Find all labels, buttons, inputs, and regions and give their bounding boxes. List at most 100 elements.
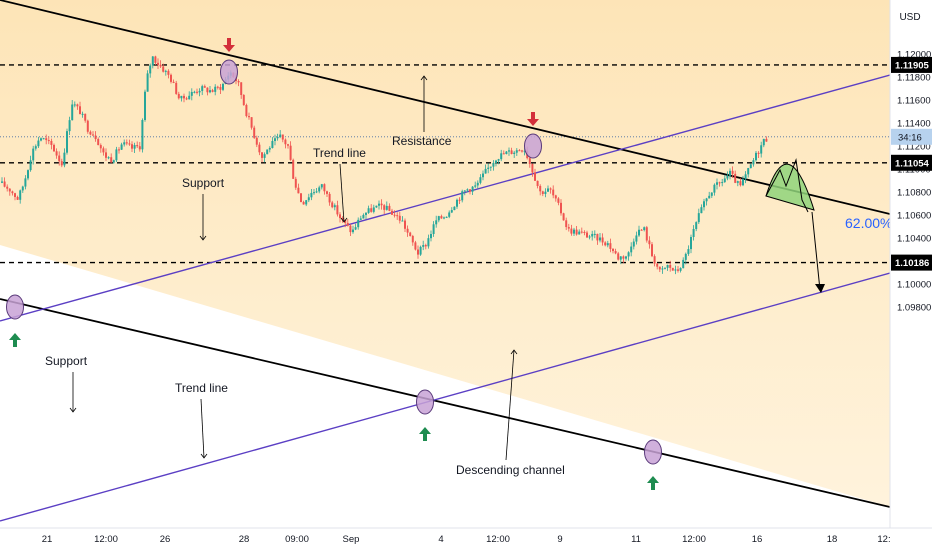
candle-body (648, 240, 651, 245)
candle-body (567, 227, 570, 229)
candle-body (274, 138, 276, 141)
candle-body (253, 127, 256, 138)
candle-body (19, 190, 22, 200)
candle-body (729, 170, 731, 176)
candle-body (632, 241, 635, 247)
candle-body (346, 222, 349, 226)
candle-body (245, 105, 248, 117)
candle-body (222, 83, 224, 90)
candle-body (34, 146, 37, 149)
pivot-marker (416, 389, 434, 415)
candle-body (713, 184, 716, 193)
price-badges: 1.11905 1.11054 1.10186 34:16 (891, 56, 932, 271)
candle-body (398, 215, 401, 221)
candle-body (762, 138, 765, 146)
candle-body (151, 56, 154, 66)
candle-body (682, 259, 685, 269)
candle-body (664, 267, 666, 269)
annotation-arrowhead (340, 217, 348, 223)
candle-body (66, 131, 68, 153)
candle-body (448, 212, 451, 217)
annotation-pointer (505, 349, 515, 461)
candle-body (492, 162, 495, 167)
candle-body (300, 193, 302, 202)
annotation-label: Support (182, 176, 225, 190)
candle-body (497, 159, 500, 161)
candle-body (580, 231, 583, 233)
candle-body (562, 213, 565, 221)
candle-body (534, 172, 536, 181)
candle-body (315, 191, 318, 193)
candle-body (354, 227, 357, 230)
price-axis[interactable]: USD 1.120001.118001.116001.114001.112001… (889, 0, 932, 550)
candle-body (266, 149, 269, 155)
projected-drop-arrowhead (815, 284, 825, 293)
candle-body (630, 246, 633, 253)
candle-body (242, 95, 245, 106)
candle-body (718, 182, 721, 184)
candle-body (570, 228, 573, 234)
candle-body (333, 205, 336, 208)
time-axis[interactable]: 21 12:00 26 28 09:00 Sep 4 12:00 9 11 12:00 16 18 12: (0, 527, 932, 550)
annotation-pointer (339, 163, 345, 223)
y-tick-label: 1.10800 (897, 188, 931, 199)
candle-body (47, 140, 50, 142)
candle-body (201, 86, 204, 91)
candle-body (294, 178, 297, 188)
candle-body (63, 152, 66, 166)
candle-body (736, 181, 739, 183)
x-tick-label: 09:00 (285, 534, 309, 545)
candle-body (112, 160, 115, 163)
candle-body (739, 181, 742, 186)
candle-body (115, 149, 118, 161)
candle-body (612, 248, 614, 252)
candle-body (287, 144, 289, 146)
candle-body (625, 256, 627, 259)
candle-body (445, 216, 448, 218)
candle-body (248, 116, 250, 118)
candle-body (365, 212, 367, 215)
candle-body (484, 168, 487, 174)
candle-body (635, 235, 638, 242)
annotation-label: Support (45, 354, 88, 368)
candle-body (419, 246, 422, 255)
candle-body (700, 207, 703, 214)
candle-body (149, 65, 152, 74)
arrow-down-icon (223, 38, 235, 52)
candle-body (107, 157, 110, 159)
candle-body (58, 155, 61, 162)
candle-body (422, 245, 425, 247)
candle-body (560, 202, 562, 214)
annotation-label: Resistance (392, 134, 452, 148)
candle-body (292, 159, 295, 179)
candle-body (586, 232, 588, 238)
candle-body (326, 191, 328, 194)
candle-body (653, 256, 656, 264)
candle-body (305, 200, 308, 205)
candle-body (617, 253, 620, 260)
candle-body (86, 120, 89, 132)
candle-body (671, 267, 674, 271)
candle-body (692, 229, 695, 238)
candle-body (604, 242, 607, 246)
y-tick-label: 1.11600 (897, 96, 931, 107)
candle-body (110, 157, 113, 163)
channel-band (0, 0, 890, 507)
candle-body (544, 191, 547, 194)
candle-body (383, 205, 386, 210)
candle-body (16, 196, 19, 200)
candle-body (120, 144, 123, 150)
x-tick-label: 11 (631, 534, 641, 545)
candle-body (461, 191, 464, 201)
candle-body (14, 193, 16, 197)
candle-body (388, 205, 391, 211)
candle-body (177, 93, 180, 99)
candle-body (541, 191, 544, 194)
candle-body (32, 148, 35, 161)
currency-label: USD (899, 12, 920, 23)
candle-body (414, 242, 417, 250)
candle-body (133, 145, 136, 149)
candle-body (378, 203, 380, 206)
candle-body (385, 205, 388, 210)
